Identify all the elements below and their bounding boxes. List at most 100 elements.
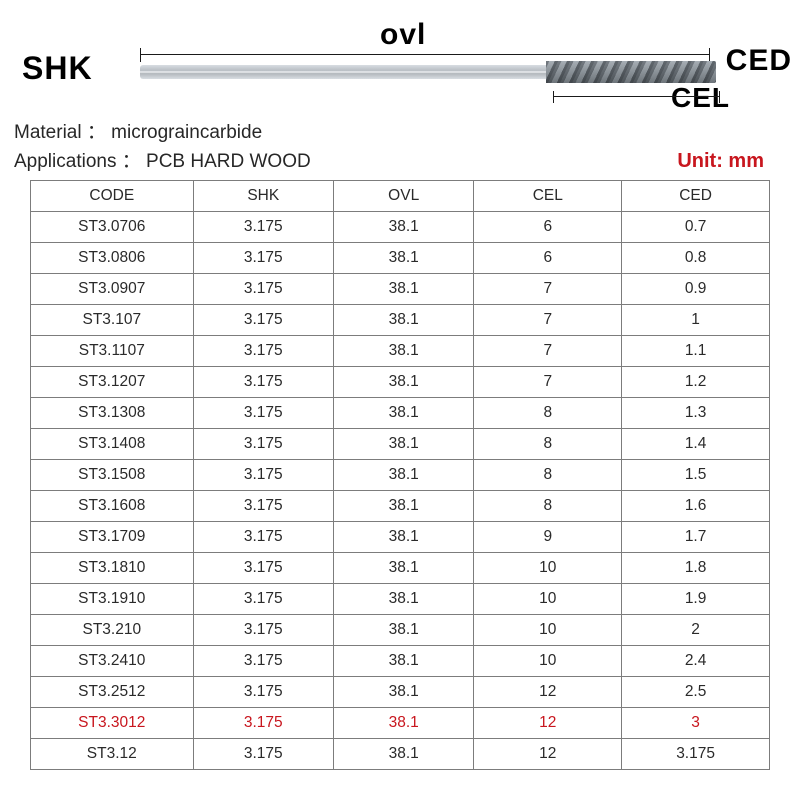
label-shk: SHK — [22, 50, 93, 87]
table-cell: 3.175 — [193, 274, 333, 305]
table-cell: 10 — [474, 553, 622, 584]
table-cell: 3.175 — [193, 522, 333, 553]
bit-shank — [140, 65, 546, 79]
table-cell: 1.1 — [622, 336, 770, 367]
table-cell: ST3.12 — [31, 739, 194, 770]
table-cell: ST3.0806 — [31, 243, 194, 274]
table-cell: ST3.0907 — [31, 274, 194, 305]
table-cell: 38.1 — [333, 677, 473, 708]
col-header: CEL — [474, 181, 622, 212]
table-cell: 3.175 — [193, 615, 333, 646]
colon: ： — [122, 151, 141, 172]
table-row: ST3.25123.17538.1122.5 — [31, 677, 770, 708]
table-row: ST3.24103.17538.1102.4 — [31, 646, 770, 677]
table-cell: 1.4 — [622, 429, 770, 460]
info-block: Material ： micrograincarbide Application… — [14, 118, 311, 177]
table-cell: 38.1 — [333, 739, 473, 770]
table-cell: 2 — [622, 615, 770, 646]
unit-prefix: Unit: — [677, 150, 723, 172]
material-label: Material — [14, 122, 82, 143]
table-row: ST3.12073.17538.171.2 — [31, 367, 770, 398]
table-cell: 12 — [474, 739, 622, 770]
col-header: CED — [622, 181, 770, 212]
ovl-dimension-line — [140, 54, 710, 55]
page: SHK ovl CEL CED Material ： micrograincar… — [0, 0, 800, 800]
table-cell: 6 — [474, 243, 622, 274]
table-cell: 8 — [474, 460, 622, 491]
table-cell: 1.8 — [622, 553, 770, 584]
table-cell: 3.175 — [193, 336, 333, 367]
table-cell: 38.1 — [333, 584, 473, 615]
table-cell: 2.5 — [622, 677, 770, 708]
table-cell: 7 — [474, 305, 622, 336]
label-ced: CED — [726, 44, 792, 78]
table-cell: 8 — [474, 429, 622, 460]
table-cell: 38.1 — [333, 429, 473, 460]
colon: ： — [87, 122, 106, 143]
table-cell: 3.175 — [193, 367, 333, 398]
table-cell: ST3.1508 — [31, 460, 194, 491]
table-cell: 7 — [474, 274, 622, 305]
table-row: ST3.17093.17538.191.7 — [31, 522, 770, 553]
table-row: ST3.15083.17538.181.5 — [31, 460, 770, 491]
table-row: ST3.09073.17538.170.9 — [31, 274, 770, 305]
table-cell: 3 — [622, 708, 770, 739]
table-cell: 10 — [474, 584, 622, 615]
table-cell: 8 — [474, 491, 622, 522]
table-cell: 7 — [474, 336, 622, 367]
spec-table-wrap: CODESHKOVLCELCED ST3.07063.17538.160.7ST… — [30, 180, 770, 770]
table-cell: 1.9 — [622, 584, 770, 615]
table-cell: ST3.1910 — [31, 584, 194, 615]
applications-label: Applications — [14, 151, 116, 172]
table-cell: 38.1 — [333, 274, 473, 305]
table-cell: ST3.2410 — [31, 646, 194, 677]
table-cell: 1.3 — [622, 398, 770, 429]
table-cell: ST3.1608 — [31, 491, 194, 522]
table-cell: 38.1 — [333, 336, 473, 367]
table-cell: 0.8 — [622, 243, 770, 274]
table-cell: 1 — [622, 305, 770, 336]
table-cell: 38.1 — [333, 367, 473, 398]
table-cell: 3.175 — [193, 305, 333, 336]
applications-line: Applications ： PCB HARD WOOD — [14, 147, 311, 176]
table-cell: ST3.0706 — [31, 212, 194, 243]
table-row: ST3.11073.17538.171.1 — [31, 336, 770, 367]
material-line: Material ： micrograincarbide — [14, 118, 311, 147]
table-cell: ST3.1810 — [31, 553, 194, 584]
bit-flute — [546, 61, 716, 83]
table-cell: 8 — [474, 398, 622, 429]
table-cell: 38.1 — [333, 646, 473, 677]
table-cell: 38.1 — [333, 708, 473, 739]
table-cell: ST3.210 — [31, 615, 194, 646]
table-cell: 3.175 — [193, 243, 333, 274]
material-value: micrograincarbide — [111, 122, 262, 143]
table-cell: 38.1 — [333, 212, 473, 243]
table-cell: ST3.3012 — [31, 708, 194, 739]
col-header: SHK — [193, 181, 333, 212]
bit-diagram: SHK ovl CEL CED — [0, 18, 800, 108]
table-row: ST3.13083.17538.181.3 — [31, 398, 770, 429]
table-cell: 3.175 — [193, 677, 333, 708]
cel-dimension-line — [553, 96, 720, 97]
table-head: CODESHKOVLCELCED — [31, 181, 770, 212]
table-cell: 38.1 — [333, 305, 473, 336]
table-row: ST3.16083.17538.181.6 — [31, 491, 770, 522]
table-cell: 3.175 — [193, 491, 333, 522]
label-cel: CEL — [671, 82, 730, 114]
col-header: CODE — [31, 181, 194, 212]
table-cell: 10 — [474, 615, 622, 646]
table-row: ST3.14083.17538.181.4 — [31, 429, 770, 460]
drill-bit-icon — [140, 58, 718, 86]
table-row: ST3.07063.17538.160.7 — [31, 212, 770, 243]
table-cell: 7 — [474, 367, 622, 398]
table-cell: 0.7 — [622, 212, 770, 243]
table-row: ST3.08063.17538.160.8 — [31, 243, 770, 274]
label-ovl: ovl — [380, 18, 426, 52]
table-cell: 3.175 — [622, 739, 770, 770]
table-cell: 38.1 — [333, 491, 473, 522]
table-row: ST3.123.17538.1123.175 — [31, 739, 770, 770]
table-cell: 1.6 — [622, 491, 770, 522]
table-cell: ST3.1207 — [31, 367, 194, 398]
table-cell: 1.2 — [622, 367, 770, 398]
table-cell: 38.1 — [333, 615, 473, 646]
